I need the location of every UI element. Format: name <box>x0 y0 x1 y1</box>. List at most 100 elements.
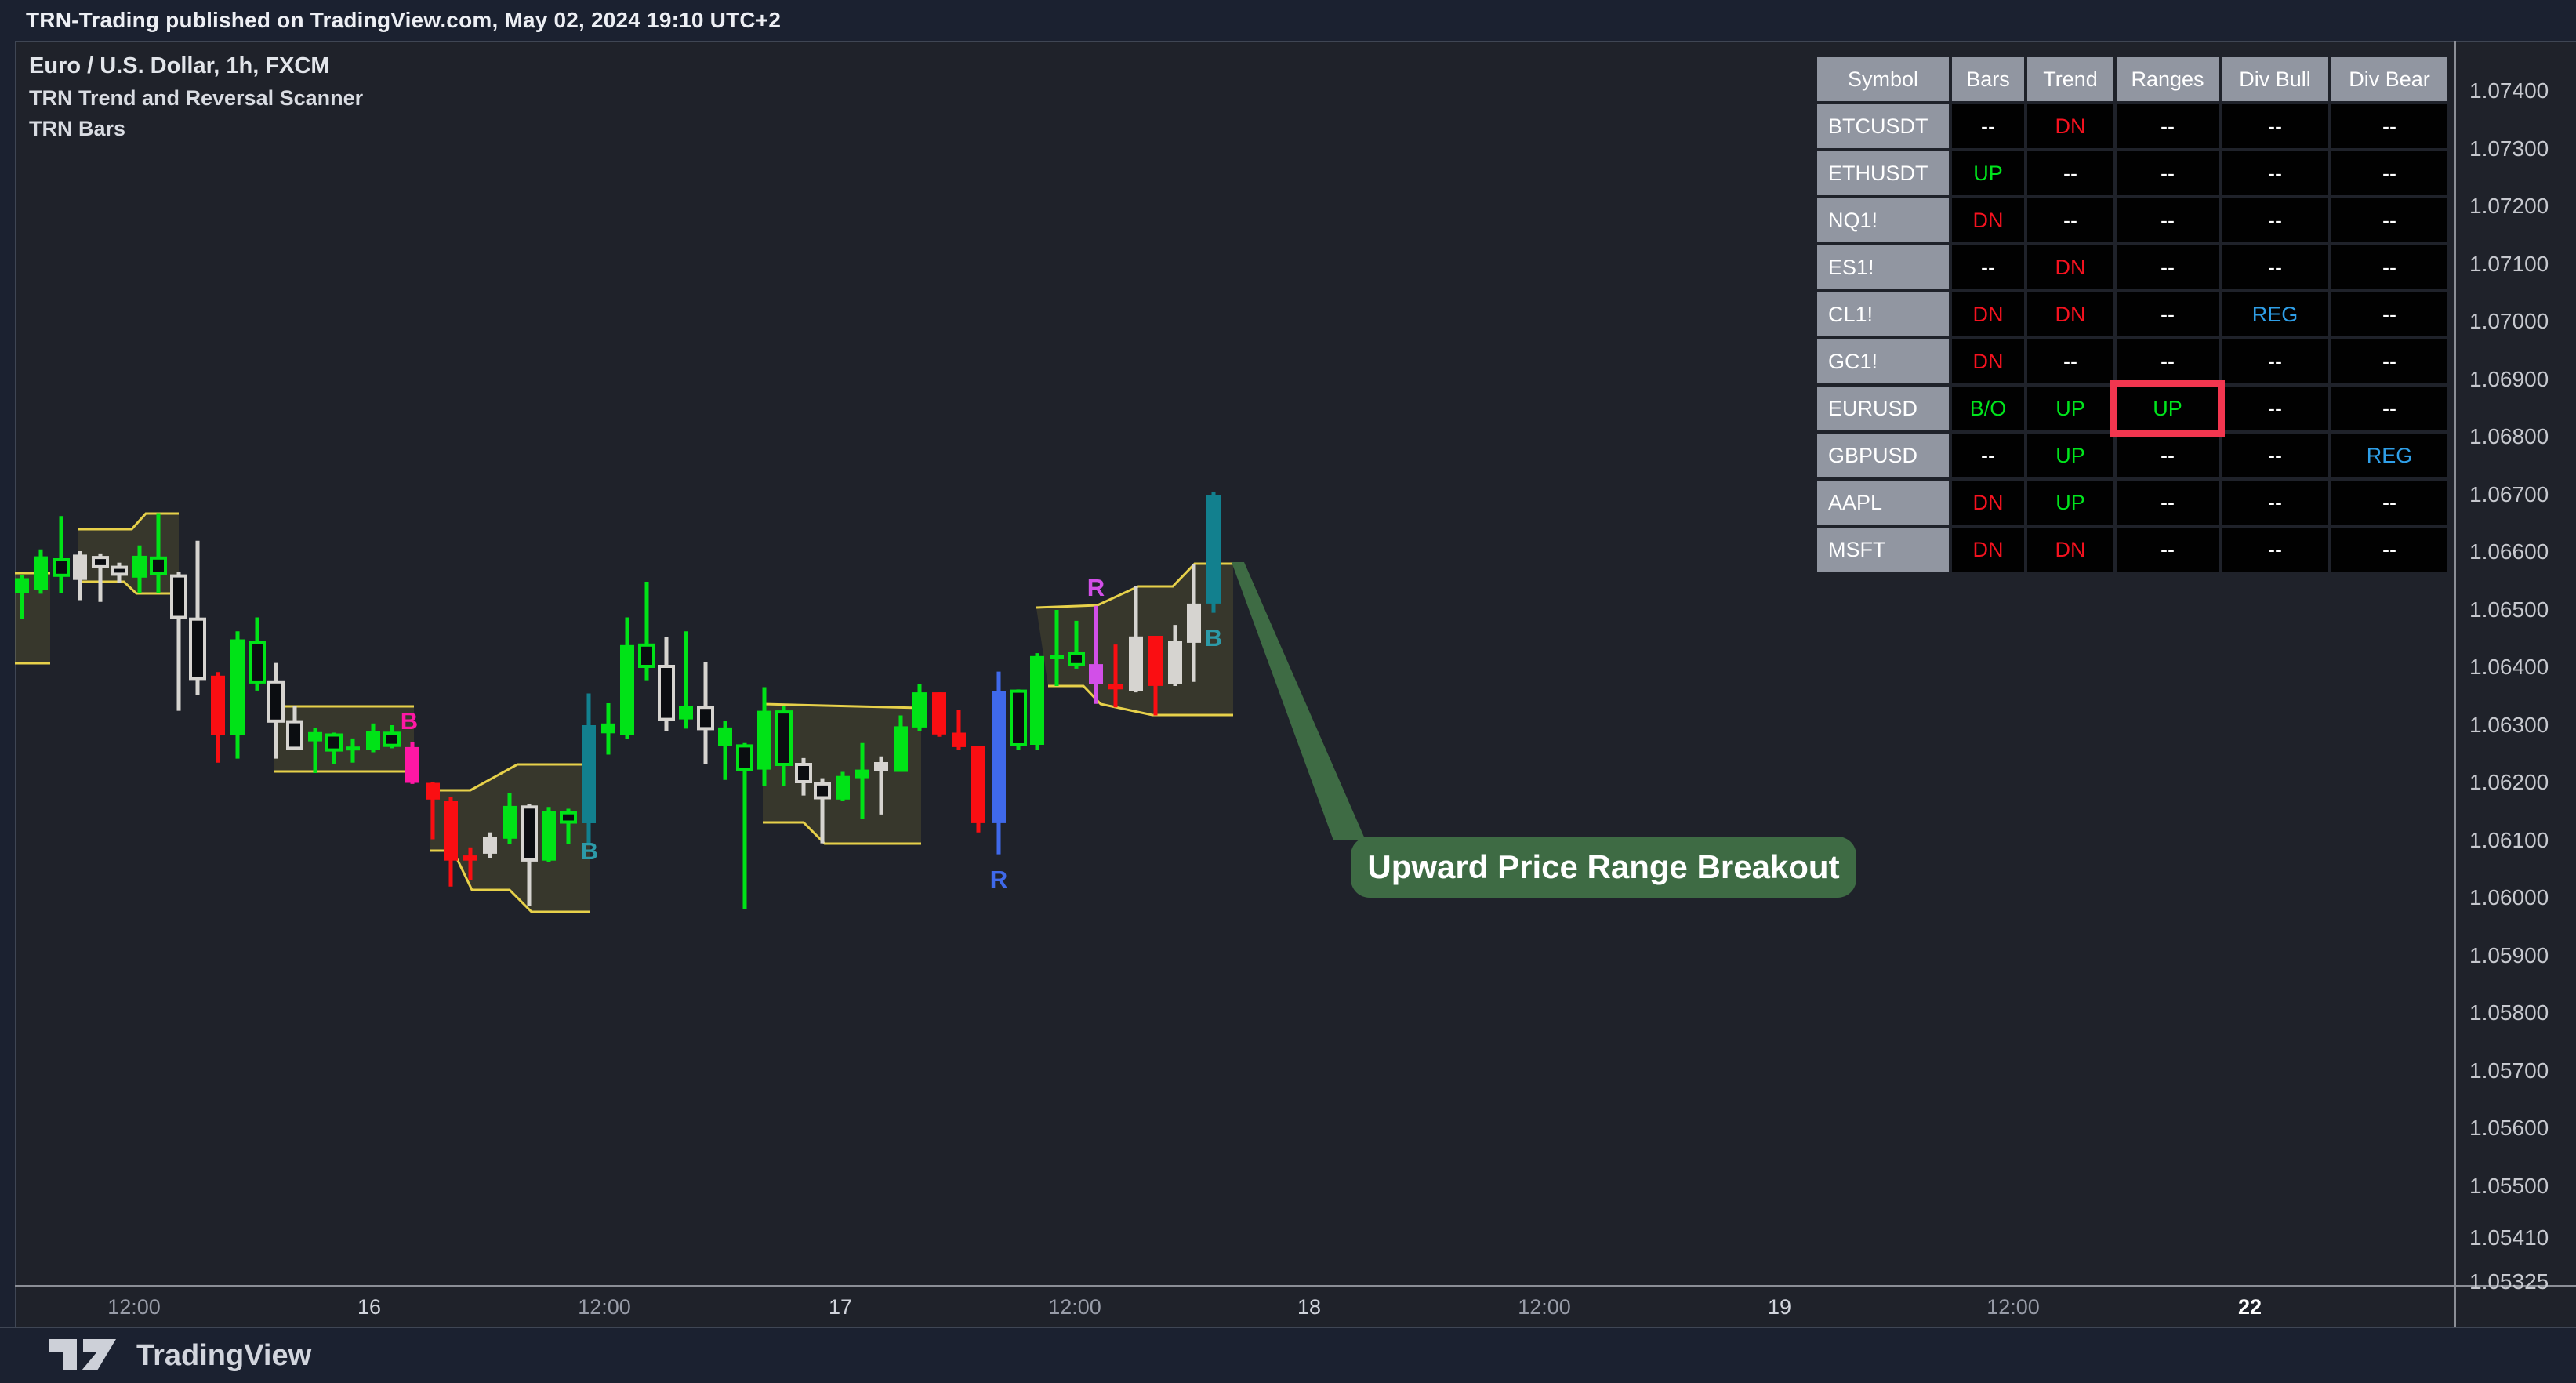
scanner-value-cell: DN <box>2027 104 2113 148</box>
svg-text:19: 19 <box>1768 1295 1791 1319</box>
scanner-header-trend: Trend <box>2027 57 2113 101</box>
scanner-value-cell: -- <box>2331 104 2447 148</box>
svg-text:1.06800: 1.06800 <box>2469 424 2549 448</box>
time-axis[interactable]: 12:00 16 12:00 17 12:00 18 12:00 19 12:00 22 <box>107 1295 2262 1319</box>
scanner-value-cell: -- <box>2027 339 2113 383</box>
scanner-value-cell: -- <box>2331 151 2447 195</box>
scanner-value-cell: -- <box>1952 434 2024 477</box>
svg-text:12:00: 12:00 <box>578 1295 631 1319</box>
svg-text:1.07100: 1.07100 <box>2469 252 2549 276</box>
scanner-value-cell: -- <box>2117 528 2219 572</box>
svg-text:1.06300: 1.06300 <box>2469 713 2549 737</box>
svg-text:17: 17 <box>829 1295 852 1319</box>
scanner-symbol-cell[interactable]: BTCUSDT <box>1817 104 1949 148</box>
tradingview-logo-icon[interactable] <box>47 1338 119 1374</box>
scanner-symbol-cell[interactable]: GBPUSD <box>1817 434 1949 477</box>
svg-text:1.06200: 1.06200 <box>2469 770 2549 794</box>
scanner-symbol-cell[interactable]: ETHUSDT <box>1817 151 1949 195</box>
svg-text:B: B <box>581 837 598 865</box>
svg-text:12:00: 12:00 <box>107 1295 161 1319</box>
scanner-symbol-cell[interactable]: CL1! <box>1817 292 1949 336</box>
svg-text:1.07000: 1.07000 <box>2469 309 2549 333</box>
scanner-header-div-bull: Div Bull <box>2222 57 2328 101</box>
scanner-value-cell: -- <box>2117 292 2219 336</box>
svg-text:1.05900: 1.05900 <box>2469 943 2549 967</box>
scanner-value-cell: -- <box>2331 198 2447 242</box>
scanner-value-cell: -- <box>2331 481 2447 525</box>
svg-text:1.06900: 1.06900 <box>2469 367 2549 391</box>
scanner-value-cell: DN <box>1952 292 2024 336</box>
scanner-value-cell: REG <box>2331 434 2447 477</box>
scanner-symbol-cell[interactable]: ES1! <box>1817 245 1949 289</box>
scanner-value-cell: UP <box>2027 481 2113 525</box>
legend-indicator-scanner[interactable]: TRN Trend and Reversal Scanner <box>29 86 364 110</box>
published-line: TRN-Trading published on TradingView.com… <box>26 8 782 32</box>
svg-text:1.05600: 1.05600 <box>2469 1116 2549 1140</box>
scanner-symbol-cell[interactable]: MSFT <box>1817 528 1949 572</box>
svg-text:1.05410: 1.05410 <box>2469 1225 2549 1250</box>
scanner-value-cell: -- <box>2027 151 2113 195</box>
scanner-header-symbol: Symbol <box>1817 57 1949 101</box>
scanner-value-cell: -- <box>2117 198 2219 242</box>
scanner-header-bars: Bars <box>1952 57 2024 101</box>
scanner-table: Symbol Bars Trend Ranges Div Bull Div Bear BTC… <box>1817 57 2447 572</box>
svg-text:16: 16 <box>357 1295 381 1319</box>
scanner-value-cell: -- <box>2331 245 2447 289</box>
svg-text:18: 18 <box>1297 1295 1321 1319</box>
scanner-symbol-cell[interactable]: GC1! <box>1817 339 1949 383</box>
svg-text:B: B <box>1205 624 1222 652</box>
svg-text:1.07200: 1.07200 <box>2469 194 2549 218</box>
scanner-symbol-cell[interactable]: AAPL <box>1817 481 1949 525</box>
svg-text:1.06500: 1.06500 <box>2469 597 2549 622</box>
callout-upward-breakout[interactable]: Upward Price Range Breakout <box>1351 837 1856 898</box>
scanner-value-cell: DN <box>2027 528 2113 572</box>
candles <box>15 492 1221 909</box>
publish-header-bar: TRN-Trading published on TradingView.com… <box>0 0 2576 41</box>
scanner-value-cell: -- <box>2222 151 2328 195</box>
svg-text:12:00: 12:00 <box>1048 1295 1101 1319</box>
scanner-value-cell: DN <box>1952 528 2024 572</box>
scanner-value-cell: DN <box>2027 245 2113 289</box>
chart-legend[interactable]: Euro / U.S. Dollar, 1h, FXCM TRN Trend a… <box>29 55 363 149</box>
legend-indicator-bars[interactable]: TRN Bars <box>29 117 126 140</box>
scanner-symbol-cell[interactable]: EURUSD <box>1817 387 1949 430</box>
svg-text:1.06100: 1.06100 <box>2469 828 2549 852</box>
scanner-value-cell: -- <box>2222 481 2328 525</box>
svg-text:R: R <box>990 866 1007 893</box>
scanner-value-cell: DN <box>1952 339 2024 383</box>
scanner-value-cell: -- <box>2331 387 2447 430</box>
svg-text:1.05325: 1.05325 <box>2469 1269 2549 1294</box>
scanner-value-cell: DN <box>1952 198 2024 242</box>
scanner-value-cell: UP <box>1952 151 2024 195</box>
scanner-value-cell: REG <box>2222 292 2328 336</box>
scanner-value-cell: -- <box>2117 104 2219 148</box>
svg-text:22: 22 <box>2238 1295 2262 1319</box>
scanner-value-cell: DN <box>2027 292 2113 336</box>
tradingview-brand-text[interactable]: TradingView <box>136 1338 312 1372</box>
svg-text:12:00: 12:00 <box>1986 1295 2040 1319</box>
scanner-value-cell: -- <box>2222 434 2328 477</box>
price-axis[interactable]: 1.07400 1.07300 1.07200 1.07100 1.07000 1.069… <box>2469 78 2549 1294</box>
legend-symbol-title[interactable]: Euro / U.S. Dollar, 1h, FXCM <box>29 53 330 78</box>
scanner-value-cell: -- <box>2117 151 2219 195</box>
scanner-value-cell: -- <box>2222 339 2328 383</box>
svg-text:12:00: 12:00 <box>1518 1295 1571 1319</box>
scanner-header-ranges: Ranges <box>2117 57 2219 101</box>
svg-text:1.06000: 1.06000 <box>2469 885 2549 909</box>
scanner-value-cell: -- <box>2331 339 2447 383</box>
scanner-value-cell: -- <box>1952 245 2024 289</box>
scanner-value-cell: -- <box>2117 245 2219 289</box>
scanner-value-cell: -- <box>2027 198 2113 242</box>
svg-text:1.05700: 1.05700 <box>2469 1058 2549 1083</box>
svg-text:1.06600: 1.06600 <box>2469 539 2549 564</box>
scanner-value-cell: UP <box>2027 434 2113 477</box>
scanner-symbol-cell[interactable]: NQ1! <box>1817 198 1949 242</box>
scanner-value-cell: -- <box>2331 292 2447 336</box>
svg-text:1.05800: 1.05800 <box>2469 1000 2549 1025</box>
scanner-value-cell: -- <box>2117 481 2219 525</box>
scanner-value-cell: -- <box>2222 245 2328 289</box>
scanner-value-cell: UP <box>2027 387 2113 430</box>
scanner-value-cell: -- <box>2222 387 2328 430</box>
